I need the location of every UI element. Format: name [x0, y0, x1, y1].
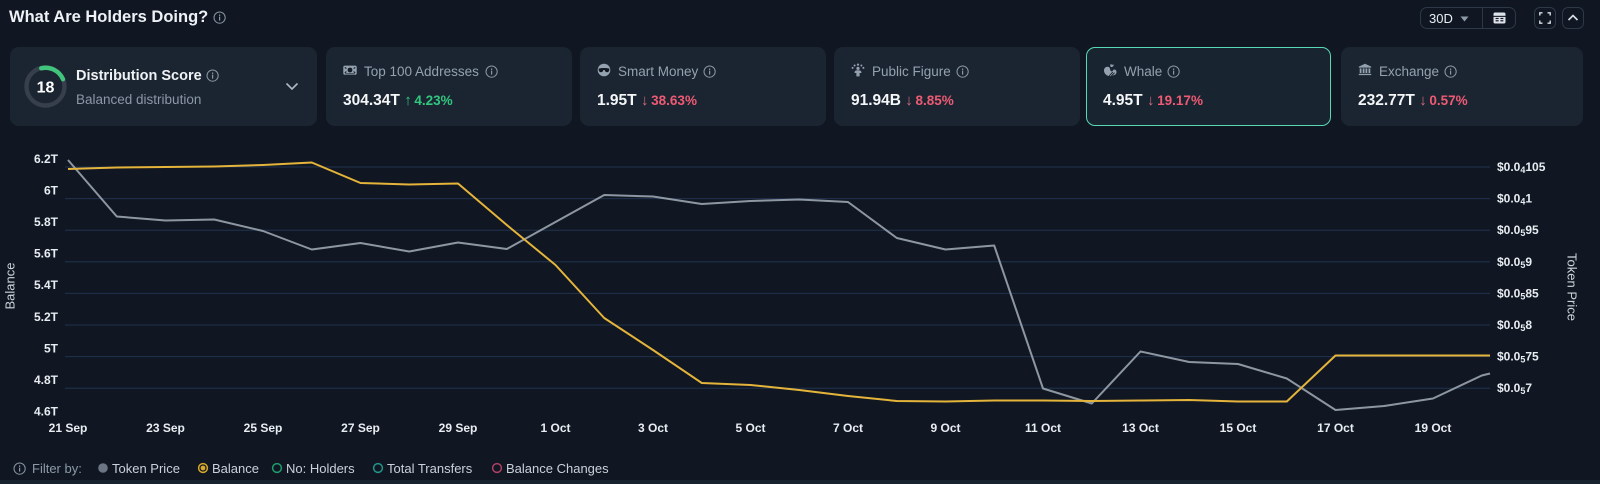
svg-text:13 Oct: 13 Oct: [1122, 421, 1159, 435]
svg-text:5.4T: 5.4T: [34, 278, 59, 292]
svg-text:11 Oct: 11 Oct: [1025, 421, 1061, 435]
svg-text:$0.041: $0.041: [1497, 192, 1532, 207]
svg-text:15 Oct: 15 Oct: [1220, 421, 1257, 435]
svg-text:18: 18: [37, 80, 55, 97]
svg-text:25 Sep: 25 Sep: [244, 421, 283, 435]
svg-text:Balance: Balance: [3, 263, 18, 310]
svg-text:6.2T: 6.2T: [34, 152, 59, 166]
svg-text:$0.0575: $0.0575: [1497, 350, 1539, 365]
svg-text:19 Oct: 19 Oct: [1415, 421, 1452, 435]
svg-text:3 Oct: 3 Oct: [638, 421, 668, 435]
svg-text:$0.0595: $0.0595: [1497, 223, 1539, 238]
svg-text:1 Oct: 1 Oct: [540, 421, 570, 435]
svg-text:$0.058: $0.058: [1497, 318, 1532, 333]
svg-text:6T: 6T: [44, 184, 59, 198]
svg-text:5.8T: 5.8T: [34, 215, 59, 229]
svg-text:5T: 5T: [44, 341, 59, 355]
svg-text:5.6T: 5.6T: [34, 247, 59, 261]
svg-text:17 Oct: 17 Oct: [1317, 421, 1354, 435]
svg-text:4.8T: 4.8T: [34, 373, 59, 387]
svg-text:$0.04105: $0.04105: [1497, 160, 1546, 175]
svg-text:$0.059: $0.059: [1497, 255, 1532, 270]
svg-text:7 Oct: 7 Oct: [833, 421, 863, 435]
svg-text:5 Oct: 5 Oct: [735, 421, 765, 435]
svg-text:21 Sep: 21 Sep: [49, 421, 88, 435]
svg-text:$0.057: $0.057: [1497, 381, 1532, 396]
svg-text:$0.0585: $0.0585: [1497, 286, 1539, 301]
svg-text:27 Sep: 27 Sep: [341, 421, 380, 435]
svg-text:9 Oct: 9 Oct: [930, 421, 960, 435]
svg-text:29 Sep: 29 Sep: [439, 421, 478, 435]
svg-text:4.6T: 4.6T: [34, 404, 59, 418]
svg-text:Token Price: Token Price: [1565, 253, 1580, 321]
svg-text:23 Sep: 23 Sep: [146, 421, 185, 435]
svg-text:5.2T: 5.2T: [34, 310, 59, 324]
